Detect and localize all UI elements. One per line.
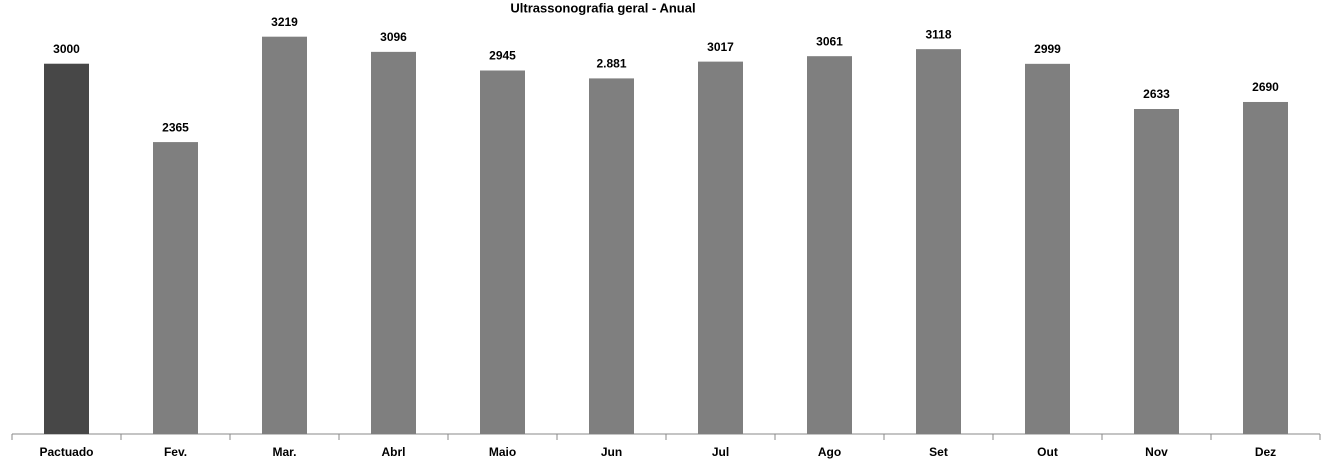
x-tick-label: Jul	[712, 445, 729, 459]
data-label: 2365	[162, 120, 189, 134]
data-label: 2690	[1252, 80, 1279, 94]
x-tick-label: Set	[929, 445, 948, 459]
x-tick-label: Fev.	[164, 445, 187, 459]
bar	[480, 70, 525, 434]
bar	[1025, 63, 1070, 435]
bar	[262, 36, 307, 434]
data-label: 3000	[53, 42, 80, 56]
bar	[44, 63, 89, 434]
bar	[807, 56, 852, 434]
x-tick-label: Maio	[489, 445, 516, 459]
bar	[153, 142, 198, 434]
bar	[698, 61, 743, 435]
data-label: 3118	[925, 27, 951, 41]
data-label: 2633	[1143, 87, 1170, 101]
x-tick-label: Pactuado	[39, 445, 93, 459]
data-label: 2999	[1034, 42, 1061, 56]
data-label: 3017	[707, 40, 734, 54]
x-tick-label: Dez	[1255, 445, 1276, 459]
data-label: 3096	[380, 30, 407, 44]
bar	[589, 78, 634, 434]
x-tick-label: Mar.	[272, 445, 296, 459]
data-label: 3061	[816, 34, 843, 48]
x-tick-label: Abrl	[382, 445, 406, 459]
data-label: 2945	[489, 49, 516, 63]
bar	[1243, 101, 1288, 434]
x-tick-label: Nov	[1145, 445, 1168, 459]
chart-title: Ultrassonografia geral - Anual	[510, 0, 695, 15]
data-label: 2.881	[596, 57, 626, 71]
x-tick-label: Out	[1037, 445, 1058, 459]
data-label: 3219	[271, 15, 298, 29]
x-tick-label: Ago	[818, 445, 841, 459]
x-tick-label: Jun	[601, 445, 622, 459]
bar	[1134, 109, 1179, 434]
bar	[371, 51, 416, 434]
bar	[916, 49, 961, 434]
